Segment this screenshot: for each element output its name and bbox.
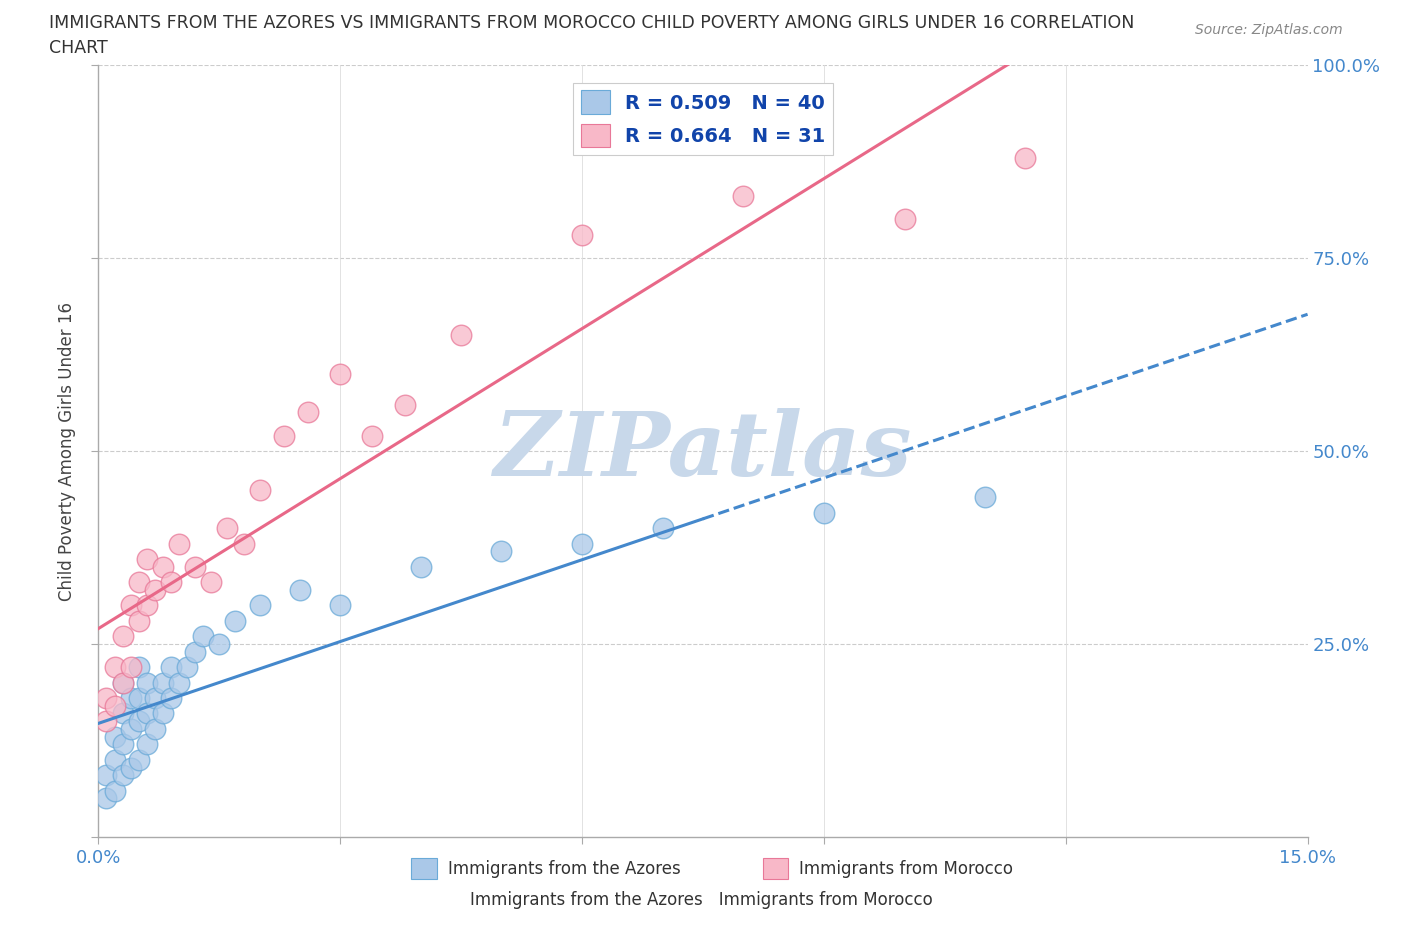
Point (160, 659, 183, 674)
Point (893, 212, 915, 227)
Point (974, 490, 997, 505)
Point (571, 537, 593, 551)
Point (111, 706, 134, 721)
Y-axis label: Child Poverty Among Girls Under 16: Child Poverty Among Girls Under 16 (58, 301, 76, 601)
Point (160, 575, 183, 590)
Point (135, 598, 157, 613)
Point (103, 783, 125, 798)
Point (143, 691, 166, 706)
Text: Immigrants from the Azores: Immigrants from the Azores (470, 891, 703, 909)
Point (329, 598, 352, 613)
Point (409, 559, 432, 574)
Point (217, 521, 239, 536)
Point (143, 582, 166, 597)
Point (103, 729, 125, 744)
Point (128, 691, 150, 706)
Text: CHART: CHART (49, 39, 108, 57)
Point (491, 544, 513, 559)
Text: Source: ZipAtlas.com: Source: ZipAtlas.com (1195, 23, 1343, 37)
Point (120, 598, 142, 613)
Text: Immigrants from Morocco: Immigrants from Morocco (799, 859, 1014, 878)
Point (1014, 151, 1036, 166)
Point (200, 575, 222, 590)
Point (128, 575, 150, 590)
Point (143, 722, 166, 737)
Point (176, 659, 198, 674)
Legend: R = 0.509   N = 40, R = 0.664   N = 31: R = 0.509 N = 40, R = 0.664 N = 31 (572, 83, 834, 155)
Point (160, 691, 183, 706)
Point (96, 790, 118, 805)
Text: ZIPatlas: ZIPatlas (495, 407, 911, 495)
Point (184, 559, 207, 574)
Point (135, 706, 157, 721)
Point (103, 698, 125, 713)
Point (297, 405, 319, 420)
Point (128, 752, 150, 767)
Text: IMMIGRANTS FROM THE AZORES VS IMMIGRANTS FROM MOROCCO CHILD POVERTY AMONG GIRLS : IMMIGRANTS FROM THE AZORES VS IMMIGRANTS… (49, 14, 1135, 32)
Point (135, 675, 157, 690)
Text: Immigrants from the Azores: Immigrants from the Azores (449, 859, 681, 878)
Point (111, 629, 134, 644)
Point (208, 637, 231, 652)
Point (96, 691, 118, 706)
Point (571, 228, 593, 243)
Point (184, 644, 207, 659)
Point (450, 328, 472, 343)
Point (120, 691, 142, 706)
Point (96, 714, 118, 729)
Point (120, 659, 142, 674)
Point (111, 768, 134, 783)
Point (96, 768, 118, 783)
Point (152, 706, 174, 721)
Point (120, 760, 142, 775)
Point (249, 482, 271, 497)
Point (224, 614, 246, 629)
Point (273, 428, 295, 443)
Point (152, 675, 174, 690)
Point (111, 675, 134, 690)
Point (651, 521, 673, 536)
FancyBboxPatch shape (762, 858, 787, 879)
Point (167, 537, 190, 551)
Point (249, 598, 271, 613)
Point (288, 582, 311, 597)
Point (193, 629, 215, 644)
Point (813, 505, 835, 520)
Point (103, 659, 125, 674)
Point (152, 559, 174, 574)
Point (167, 675, 190, 690)
Point (103, 752, 125, 767)
Point (120, 722, 142, 737)
FancyBboxPatch shape (412, 858, 436, 879)
Point (135, 737, 157, 751)
Point (135, 551, 157, 566)
Point (361, 428, 384, 443)
Point (128, 614, 150, 629)
Text: Immigrants from Morocco: Immigrants from Morocco (703, 891, 932, 909)
Point (111, 737, 134, 751)
Point (329, 366, 352, 381)
Point (394, 397, 416, 412)
Point (128, 659, 150, 674)
Point (128, 714, 150, 729)
Point (232, 537, 254, 551)
Point (111, 675, 134, 690)
Point (733, 189, 755, 204)
